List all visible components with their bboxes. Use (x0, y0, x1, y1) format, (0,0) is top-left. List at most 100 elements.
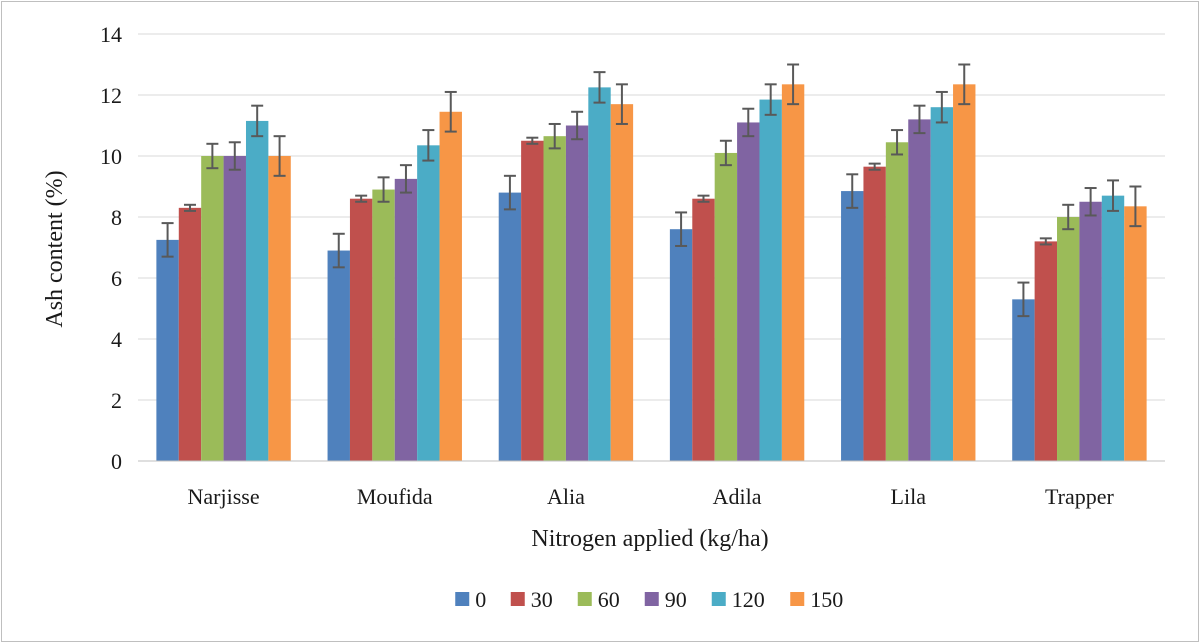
bar-lila-120 (930, 107, 954, 461)
bar-lila-60 (885, 142, 909, 461)
x-tick-label: Alia (547, 484, 585, 509)
legend-item-60: 60 (577, 587, 620, 612)
y-tick-label: 14 (100, 22, 122, 47)
x-tick-label: Trapper (1045, 484, 1115, 509)
legend-swatch (577, 592, 592, 606)
y-tick-label: 12 (100, 83, 122, 108)
error-bar (444, 90, 457, 133)
bar-adila-60 (714, 152, 738, 461)
error-bar (1084, 187, 1097, 217)
bar-lila-0 (841, 191, 864, 461)
error-bar (675, 211, 688, 247)
bar-moufida-30 (349, 198, 373, 461)
bars (156, 84, 1147, 462)
x-axis-title: Nitrogen applied (kg/ha) (531, 526, 768, 552)
error-bar (742, 107, 755, 138)
bar-narjisse-0 (156, 239, 179, 461)
x-tick-label: Lila (891, 484, 927, 509)
y-tick-label: 8 (111, 205, 122, 230)
error-bar (764, 83, 777, 116)
error-bar (526, 136, 539, 145)
error-bar (958, 63, 971, 106)
error-bar (891, 129, 904, 156)
bar-alia-0 (498, 192, 522, 461)
error-bar (377, 176, 390, 203)
bar-trapper-150 (1124, 206, 1147, 461)
legend-swatch (455, 592, 470, 606)
bar-moufida-120 (417, 145, 440, 461)
y-tick-label: 4 (111, 327, 122, 352)
error-bar (355, 194, 368, 203)
legend-item-0: 0 (455, 587, 486, 612)
x-tick-label: Narjisse (188, 484, 260, 509)
bar-alia-90 (565, 125, 589, 461)
error-bar (503, 174, 516, 211)
legend-label: 150 (810, 587, 843, 612)
error-bar (1017, 281, 1030, 318)
error-bar (251, 104, 264, 138)
error-bar (228, 141, 241, 171)
error-bar (913, 104, 926, 135)
error-bar (422, 129, 435, 162)
bar-lila-150 (953, 84, 976, 461)
bar-trapper-90 (1079, 201, 1102, 461)
bar-moufida-150 (439, 111, 462, 462)
legend-item-120: 120 (711, 587, 765, 612)
bar-narjisse-120 (245, 120, 269, 462)
legend-item-90: 90 (644, 587, 687, 612)
y-tick-labels: 0 2 4 6 8 10 12 14 (100, 22, 122, 474)
error-bar (571, 110, 584, 141)
bar-alia-120 (588, 87, 611, 461)
error-bar (719, 139, 732, 167)
bar-trapper-60 (1057, 217, 1080, 461)
bar-moufida-0 (327, 250, 350, 461)
gridlines (138, 33, 1165, 401)
error-bar (787, 63, 800, 106)
bar-adila-150 (781, 84, 805, 461)
legend-swatch (790, 592, 805, 606)
legend-swatch (510, 592, 525, 606)
bar-adila-30 (692, 198, 715, 461)
bar-alia-150 (610, 104, 634, 462)
error-bar (183, 203, 196, 212)
bar-adila-90 (737, 122, 760, 461)
legend-item-30: 30 (510, 587, 553, 612)
y-tick-label: 0 (111, 449, 122, 474)
legend-label: 0 (475, 587, 486, 612)
error-bar (273, 135, 286, 177)
error-bar (1039, 237, 1052, 246)
y-tick-label: 10 (100, 144, 122, 169)
y-tick-label: 6 (111, 266, 122, 291)
legend-label: 30 (531, 587, 553, 612)
error-bars (161, 63, 1142, 318)
y-tick-label: 2 (111, 388, 122, 413)
bar-narjisse-150 (268, 156, 291, 461)
bar-alia-60 (543, 136, 566, 462)
bar-narjisse-90 (223, 156, 246, 461)
x-tick-labels: Narjisse Moufida Alia Adila Lila Trapper (188, 484, 1115, 509)
error-bar (615, 83, 628, 125)
bar-narjisse-60 (201, 156, 224, 461)
error-bar (935, 90, 948, 124)
legend-swatch (711, 592, 726, 606)
error-bar (1062, 203, 1075, 231)
bar-moufida-90 (394, 178, 418, 461)
bar-lila-30 (863, 166, 886, 462)
bar-adila-0 (669, 229, 693, 461)
error-bar (1107, 179, 1120, 212)
legend-label: 90 (665, 587, 687, 612)
bar-narjisse-30 (178, 207, 202, 461)
error-bar (332, 232, 345, 269)
error-bar (846, 173, 859, 209)
bar-lila-90 (908, 119, 931, 462)
bar-alia-30 (521, 140, 544, 461)
legend: 0 30 60 90 120 150 (455, 587, 843, 612)
error-bar (161, 222, 174, 258)
error-bar (206, 142, 219, 170)
error-bar (593, 71, 606, 104)
legend-swatch (644, 592, 659, 606)
error-bar (548, 122, 561, 150)
error-bar (868, 162, 881, 171)
legend-item-150: 150 (790, 587, 843, 612)
